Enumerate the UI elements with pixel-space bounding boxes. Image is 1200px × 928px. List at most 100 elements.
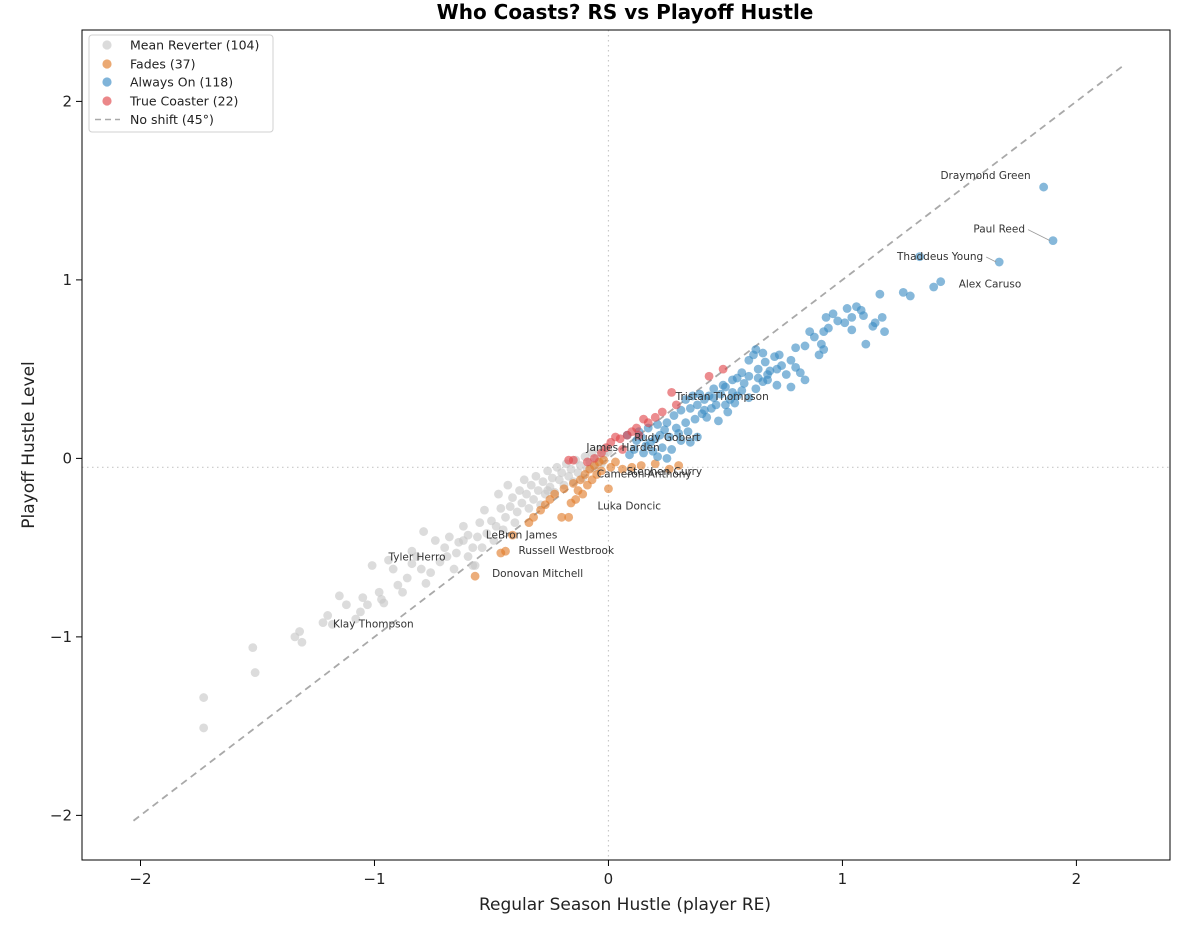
annotation-cameron-anthony: Cameron Anthony bbox=[597, 468, 692, 480]
no-shift-diagonal-line bbox=[132, 64, 1124, 822]
point-mean-reverter bbox=[524, 503, 534, 513]
point-always-on bbox=[728, 375, 737, 385]
y-tick-label: −1 bbox=[50, 628, 72, 646]
point-mean-reverter bbox=[473, 532, 482, 542]
point-always-on bbox=[707, 404, 716, 413]
point-mean-reverter bbox=[480, 505, 489, 515]
point-true-coaster bbox=[597, 448, 606, 458]
point-always-on bbox=[809, 332, 819, 342]
point-mean-reverter bbox=[517, 498, 527, 508]
point-mean-reverter bbox=[412, 552, 421, 561]
annotation-rudy-gobert: Rudy Gobert bbox=[634, 432, 700, 444]
annotation-leader-paul-reed bbox=[1027, 229, 1051, 241]
point-mean-reverter bbox=[498, 525, 508, 535]
point-mean-reverter bbox=[538, 477, 548, 486]
point-mean-reverter bbox=[449, 564, 459, 574]
x-tick-label: 1 bbox=[838, 870, 848, 888]
point-always-on bbox=[859, 311, 868, 320]
series-fades bbox=[470, 455, 684, 581]
point-true-coaster bbox=[618, 445, 627, 454]
x-tick-label: 0 bbox=[604, 870, 614, 888]
point-always-on bbox=[690, 414, 700, 424]
point-always-on bbox=[681, 395, 691, 404]
legend-label-mean-reverter: Mean Reverter (104) bbox=[130, 38, 259, 53]
point-fades bbox=[501, 546, 510, 556]
point-mean-reverter bbox=[477, 543, 487, 553]
point-mean-reverter bbox=[388, 564, 398, 574]
point-always-on bbox=[772, 380, 782, 390]
point-always-on bbox=[753, 364, 763, 374]
point-always-on bbox=[777, 361, 786, 370]
plot-background bbox=[82, 30, 1170, 860]
point-always-on bbox=[653, 452, 662, 462]
point-always-on bbox=[936, 277, 946, 287]
point-always-on bbox=[868, 321, 878, 331]
point-always-on bbox=[653, 420, 662, 429]
point-mean-reverter bbox=[501, 512, 510, 522]
annotation-james-harden: James Harden bbox=[585, 442, 659, 454]
point-true-coaster bbox=[590, 453, 599, 463]
point-fades bbox=[564, 512, 574, 522]
point-mean-reverter bbox=[358, 593, 368, 603]
point-always-on bbox=[695, 389, 705, 399]
point-always-on bbox=[765, 366, 775, 376]
point-true-coaster bbox=[622, 430, 632, 440]
annotation-paul-reed: Paul Reed bbox=[973, 224, 1025, 236]
point-mean-reverter bbox=[351, 614, 361, 624]
y-tick-label: 1 bbox=[62, 271, 72, 289]
plot-frame bbox=[81, 29, 1171, 861]
point-true-coaster bbox=[582, 457, 592, 467]
point-always-on bbox=[685, 437, 695, 447]
point-fades bbox=[557, 512, 567, 522]
point-fades bbox=[508, 530, 517, 540]
point-always-on bbox=[847, 325, 857, 335]
point-mean-reverter bbox=[327, 619, 337, 629]
point-always-on bbox=[674, 428, 684, 438]
point-mean-reverter bbox=[334, 591, 344, 601]
point-always-on bbox=[875, 289, 885, 299]
point-always-on bbox=[929, 282, 939, 292]
annotation-draymond-green: Draymond Green bbox=[940, 170, 1030, 182]
point-always-on bbox=[1039, 182, 1049, 192]
legend-marker-mean-reverter bbox=[102, 40, 112, 50]
point-mean-reverter bbox=[416, 564, 426, 574]
point-always-on bbox=[994, 257, 1004, 267]
point-always-on bbox=[723, 407, 733, 417]
point-fades bbox=[597, 466, 606, 476]
point-always-on bbox=[657, 443, 667, 453]
point-mean-reverter bbox=[374, 587, 384, 597]
point-mean-reverter bbox=[463, 552, 473, 561]
x-tick-label: 2 bbox=[1072, 870, 1082, 888]
legend-label-no-shift: No shift (45°) bbox=[130, 112, 214, 127]
point-always-on bbox=[786, 382, 796, 392]
point-always-on bbox=[667, 445, 677, 454]
point-always-on bbox=[662, 453, 672, 463]
point-always-on bbox=[737, 368, 747, 378]
point-mean-reverter bbox=[295, 627, 304, 636]
point-true-coaster bbox=[634, 430, 644, 440]
legend-label-true-coaster: True Coaster (22) bbox=[129, 94, 238, 109]
point-mean-reverter bbox=[510, 518, 520, 528]
point-always-on bbox=[814, 350, 824, 360]
point-always-on bbox=[819, 327, 829, 337]
point-always-on bbox=[880, 327, 889, 337]
point-always-on bbox=[751, 384, 761, 394]
point-mean-reverter bbox=[384, 555, 393, 565]
point-fades bbox=[674, 461, 684, 470]
point-fades bbox=[604, 484, 613, 494]
point-mean-reverter bbox=[531, 471, 541, 481]
point-mean-reverter bbox=[430, 536, 440, 545]
point-always-on bbox=[877, 312, 887, 322]
point-mean-reverter bbox=[547, 473, 557, 483]
point-true-coaster bbox=[671, 400, 681, 410]
point-mean-reverter bbox=[508, 493, 517, 503]
point-always-on bbox=[681, 418, 691, 428]
point-mean-reverter bbox=[442, 552, 452, 561]
point-mean-reverter bbox=[444, 532, 454, 542]
annotation-tristan-thompson: Tristan Thompson bbox=[675, 391, 769, 403]
data-points bbox=[199, 182, 1058, 733]
point-mean-reverter bbox=[468, 543, 478, 553]
point-always-on bbox=[737, 386, 747, 395]
legend-marker-true-coaster bbox=[102, 96, 112, 106]
y-tick-label: −2 bbox=[50, 806, 72, 824]
